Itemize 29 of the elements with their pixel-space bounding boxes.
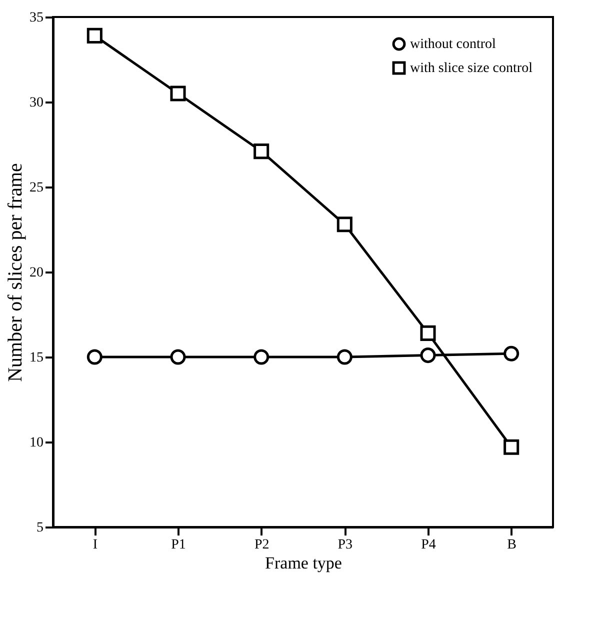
y-axis-title: Number of slices per frame	[4, 162, 26, 382]
point	[504, 439, 520, 455]
y-tick-label: 20	[30, 266, 44, 280]
point	[170, 86, 186, 102]
x-tick-label: P1	[171, 538, 186, 552]
legend-label: without control	[410, 37, 496, 52]
x-tick-label: P3	[338, 538, 353, 552]
y-tick-label: 5	[36, 520, 44, 536]
x-tick-label: P2	[254, 538, 270, 552]
y-tick-label: 30	[30, 96, 44, 110]
point	[254, 144, 270, 160]
point	[86, 28, 102, 44]
y-tick-label: 10	[30, 436, 44, 450]
y-tick-label: 25	[30, 180, 44, 196]
point	[336, 216, 352, 232]
point	[170, 349, 186, 365]
point	[504, 346, 520, 362]
x-tick-label: B	[507, 538, 517, 552]
y-tick-label: 15	[30, 350, 44, 366]
x-tick-label: P4	[421, 538, 436, 552]
point	[420, 325, 436, 341]
y-tick-label: 35	[30, 10, 44, 26]
x-axis-title: Frame type	[265, 554, 342, 572]
point	[86, 349, 102, 365]
x-tick-label: I	[92, 538, 98, 552]
legend-label: with slice size control	[410, 61, 533, 76]
point	[420, 348, 436, 364]
point	[254, 349, 270, 365]
point	[336, 349, 352, 365]
